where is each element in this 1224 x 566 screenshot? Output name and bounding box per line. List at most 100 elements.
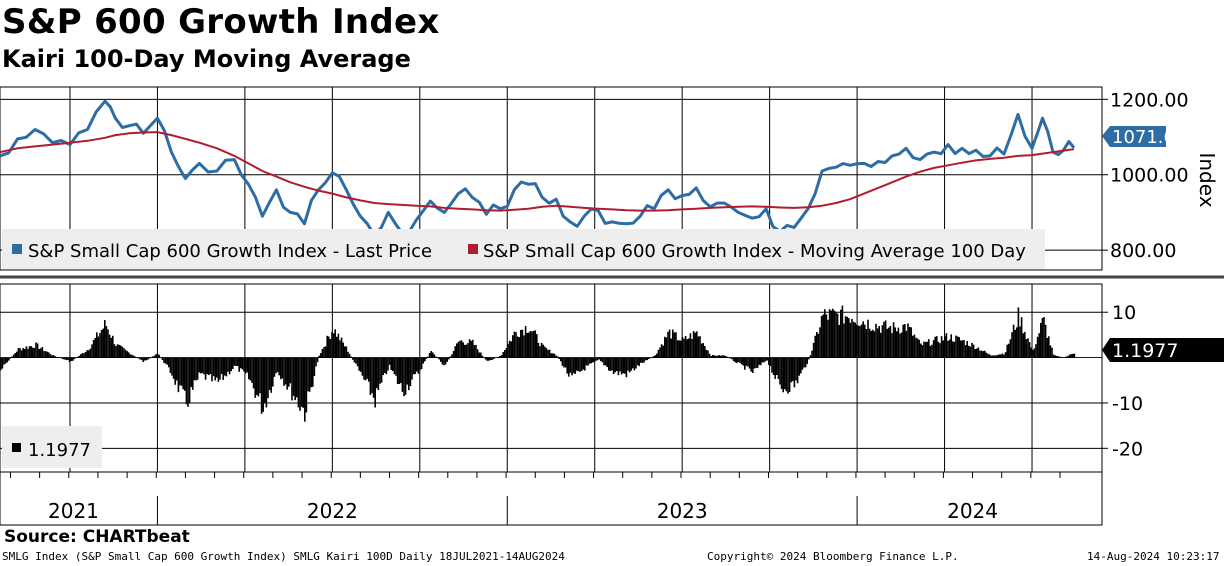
kairi-bar xyxy=(86,350,88,358)
kairi-bar xyxy=(724,355,727,358)
kairi-bar xyxy=(731,357,733,360)
kairi-bar xyxy=(686,339,688,358)
kairi-bar xyxy=(134,356,136,358)
kairi-bar xyxy=(201,357,204,374)
kairi-bar xyxy=(81,353,84,358)
kairi-bar xyxy=(736,357,738,363)
kairi-bar xyxy=(1052,354,1055,358)
kairi-bar xyxy=(822,314,824,358)
kairi-bar xyxy=(299,357,301,411)
kairi-bar xyxy=(467,343,469,358)
kairi-bar xyxy=(172,357,175,379)
kairi-bar xyxy=(512,335,514,358)
kairi-bar xyxy=(120,345,122,358)
x-tick-label: 2024 xyxy=(947,499,998,523)
kairi-bar xyxy=(382,357,384,376)
kairi-bar xyxy=(1001,353,1004,358)
kairi-bar xyxy=(230,357,232,372)
kairi-bar xyxy=(755,357,757,369)
kairi-bar xyxy=(372,357,375,398)
kairi-bar xyxy=(216,357,218,378)
kairi-bar xyxy=(187,357,189,407)
kairi-bar xyxy=(889,325,892,358)
kairi-bar xyxy=(580,357,583,371)
kairi-bar xyxy=(699,336,701,358)
kairi-bar xyxy=(788,357,791,392)
kairi-bar xyxy=(801,357,804,370)
kairi-bar xyxy=(848,318,850,358)
kairi-bar xyxy=(380,357,383,383)
kairi-bar xyxy=(406,357,408,385)
kairi-bar xyxy=(476,349,479,358)
kairi-bar xyxy=(614,357,616,373)
kairi-bar xyxy=(897,327,900,358)
kairi-bar xyxy=(1065,356,1068,358)
kairi-bar xyxy=(777,357,780,380)
kairi-bar xyxy=(774,357,776,379)
kairi-bar xyxy=(987,353,989,358)
kairi-bar xyxy=(873,331,876,358)
kairi-bar xyxy=(974,349,976,358)
kairi-bar xyxy=(48,352,50,358)
moving-average-line xyxy=(0,131,1075,212)
kairi-bar xyxy=(249,357,252,381)
kairi-bar xyxy=(425,357,428,359)
kairi-bar xyxy=(56,356,58,358)
kairi-bar xyxy=(742,357,744,366)
kairi-bar xyxy=(142,357,144,362)
source-note: Source: CHARTbeat xyxy=(4,527,190,547)
kairi-bar xyxy=(862,321,864,358)
kairi-bar xyxy=(456,343,458,358)
kairi-bar xyxy=(529,330,532,358)
kairi-bar xyxy=(1011,332,1013,358)
kairi-bar xyxy=(176,357,178,381)
kairi-bar xyxy=(224,357,226,376)
kairi-bar xyxy=(161,357,164,360)
kairi-bar xyxy=(632,357,634,369)
kairi-bar xyxy=(41,347,44,358)
kairi-bar xyxy=(275,357,277,374)
kairi-bar xyxy=(787,357,789,394)
kairi-bar xyxy=(283,357,285,386)
kairi-bar xyxy=(11,356,13,358)
kairi-bar xyxy=(321,349,324,358)
kairi-bar xyxy=(752,357,754,373)
kairi-bar xyxy=(515,332,517,358)
legend-swatch-last-price xyxy=(12,244,22,254)
kairi-bar xyxy=(881,325,884,358)
kairi-bar xyxy=(737,357,740,363)
price-tick-label: 800.00 xyxy=(1110,240,1176,262)
kairi-bar xyxy=(638,357,640,367)
kairi-bar xyxy=(313,357,316,377)
kairi-bar xyxy=(59,357,61,359)
kairi-bar xyxy=(289,357,292,384)
kairi-bar xyxy=(628,357,631,373)
kairi-bar xyxy=(953,341,956,358)
kairi-bar xyxy=(238,357,240,372)
kairi-bar xyxy=(665,337,668,358)
kairi-bar xyxy=(363,357,365,380)
kairi-bar xyxy=(168,357,170,368)
kairi-bar xyxy=(851,318,853,358)
kairi-bar xyxy=(232,357,234,369)
kairi-bar xyxy=(1000,354,1002,358)
kairi-bar xyxy=(462,342,464,358)
kairi-bar xyxy=(240,357,242,369)
kairi-bar xyxy=(622,357,624,374)
kairi-bar xyxy=(619,357,621,372)
kairi-bar xyxy=(668,329,671,358)
kairi-y-axis: 10 -10 -20 xyxy=(1102,302,1143,460)
kairi-bar xyxy=(163,357,165,363)
kairi-bar xyxy=(704,346,706,358)
kairi-bar xyxy=(536,334,538,358)
kairi-bar xyxy=(841,305,844,358)
kairi-bar xyxy=(680,340,682,358)
kairi-bar xyxy=(273,357,276,377)
kairi-bar xyxy=(252,357,255,389)
kairi-bar xyxy=(812,342,815,358)
kairi-bar xyxy=(116,344,119,358)
kairi-bar xyxy=(454,346,456,358)
x-axis: 2021 2022 2023 2024 xyxy=(9,472,1061,525)
kairi-bar xyxy=(329,338,332,358)
kairi-bar xyxy=(942,340,944,358)
